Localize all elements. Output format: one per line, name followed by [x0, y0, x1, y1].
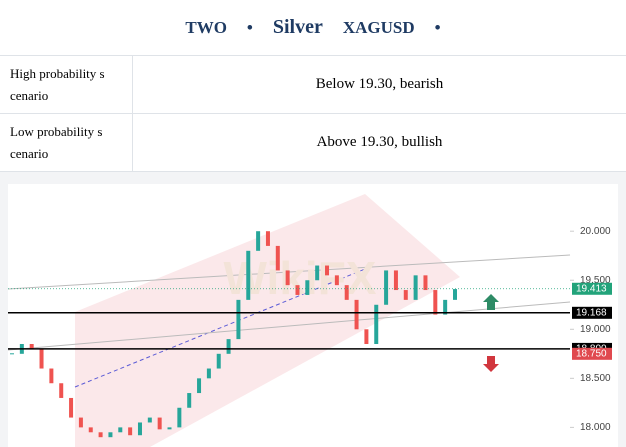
table-row: High probability s cenario Below 19.30, b… — [0, 56, 626, 114]
candle — [29, 344, 34, 349]
title-part: Silver — [272, 16, 323, 38]
candle — [374, 304, 379, 345]
row-label: Low probability s cenario — [0, 114, 133, 171]
candle — [315, 265, 320, 281]
level-badge — [572, 347, 612, 360]
candle — [275, 245, 280, 271]
title-part: TWO — [185, 17, 227, 37]
candle — [88, 427, 93, 433]
candle — [59, 383, 64, 398]
candle — [453, 289, 457, 300]
candle — [265, 231, 270, 246]
candle — [128, 427, 133, 436]
bullet: • — [246, 17, 253, 37]
candle — [384, 270, 389, 305]
candle — [78, 417, 83, 428]
label-line: High probability s — [10, 65, 105, 81]
candle — [216, 353, 221, 369]
candle — [334, 275, 339, 286]
trend-line — [7, 301, 571, 351]
y-tick-label: 19.000 — [580, 324, 611, 335]
level-label: 19.413 — [576, 283, 607, 294]
level-label: 19.168 — [576, 307, 607, 318]
label-line: cenario — [10, 87, 49, 103]
title-part: XAGUSD — [342, 17, 415, 37]
row-label: High probability s cenario — [0, 56, 133, 113]
candle — [147, 417, 152, 423]
y-tick-label: 20.000 — [580, 226, 611, 237]
candle — [118, 427, 123, 433]
candle — [108, 432, 113, 438]
candle — [285, 270, 290, 286]
table-row: Low probability s cenario Above 19.30, bu… — [0, 114, 626, 172]
candle — [325, 265, 330, 276]
channel — [75, 194, 460, 447]
candle — [305, 280, 310, 295]
chart: WikiFX 20.00019.50019.00018.50018.00019.… — [7, 184, 618, 447]
level-badge — [572, 282, 612, 295]
candle — [236, 299, 241, 340]
candle — [157, 417, 162, 430]
candle — [206, 368, 211, 379]
candle — [413, 275, 418, 300]
y-tick-label: 18.500 — [580, 373, 611, 384]
bullet: • — [434, 17, 441, 37]
candle — [344, 285, 349, 300]
up-arrow — [483, 294, 499, 310]
candle — [433, 290, 438, 315]
down-arrow — [483, 356, 499, 372]
candle — [98, 432, 103, 438]
level-badge — [572, 306, 612, 319]
candle — [354, 299, 359, 330]
title-bar: TWO • Silver XAGUSD • — [0, 0, 626, 56]
candle — [256, 231, 261, 251]
candle — [69, 397, 74, 418]
row-value: Above 19.30, bullish — [316, 134, 443, 150]
candle — [197, 378, 202, 394]
candle — [246, 250, 251, 300]
candle — [187, 393, 192, 408]
candle — [137, 422, 142, 436]
candle — [49, 368, 54, 384]
candle — [443, 299, 448, 315]
candle — [39, 348, 44, 369]
level-label: 18.750 — [576, 348, 607, 359]
row-value: Below 19.30, bearish — [315, 76, 444, 92]
candle — [167, 427, 172, 430]
candle — [364, 329, 369, 345]
label-line: cenario — [10, 145, 49, 161]
candle — [295, 285, 300, 295]
label-line: Low probability s — [10, 123, 103, 139]
candle — [403, 290, 408, 300]
y-tick-label: 18.000 — [580, 422, 611, 433]
candle — [226, 339, 231, 354]
candle — [177, 407, 182, 428]
candle — [423, 275, 428, 291]
candle — [393, 270, 398, 291]
y-tick-label: 19.500 — [580, 275, 611, 286]
